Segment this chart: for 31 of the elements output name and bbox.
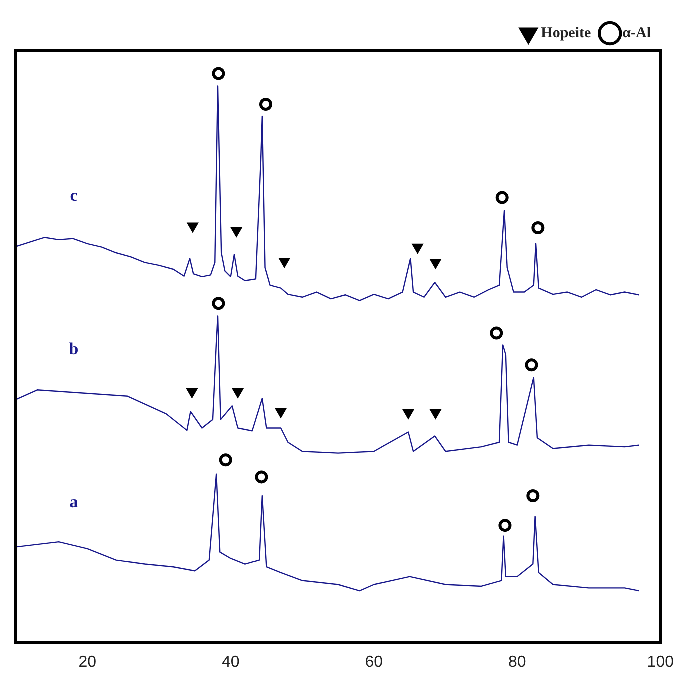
point	[255, 470, 268, 484]
point	[526, 489, 540, 502]
point	[212, 67, 226, 80]
point	[498, 519, 512, 532]
point	[402, 409, 414, 420]
series-label: b	[69, 340, 79, 359]
x-tick-label: 40	[222, 654, 240, 671]
legend-label: Hopeite	[541, 25, 592, 42]
point	[278, 258, 290, 268]
point	[275, 408, 287, 418]
point	[490, 326, 504, 340]
legend-label: α-Al	[622, 25, 652, 42]
point	[496, 191, 509, 204]
point	[219, 454, 232, 467]
x-tick-label: 100	[647, 654, 674, 671]
x-tick-label: 20	[78, 654, 97, 671]
point	[525, 358, 538, 372]
point	[212, 297, 226, 310]
series-label: a	[70, 492, 79, 512]
series-label: c	[70, 186, 78, 205]
point	[532, 221, 545, 234]
point	[259, 98, 272, 111]
point	[430, 259, 442, 270]
x-tick-label: 60	[365, 654, 384, 671]
point	[412, 244, 424, 254]
x-tick-label: 80	[508, 654, 526, 671]
point	[186, 388, 198, 398]
point	[230, 227, 242, 238]
point	[430, 409, 442, 420]
point	[187, 222, 199, 233]
point	[232, 388, 244, 398]
